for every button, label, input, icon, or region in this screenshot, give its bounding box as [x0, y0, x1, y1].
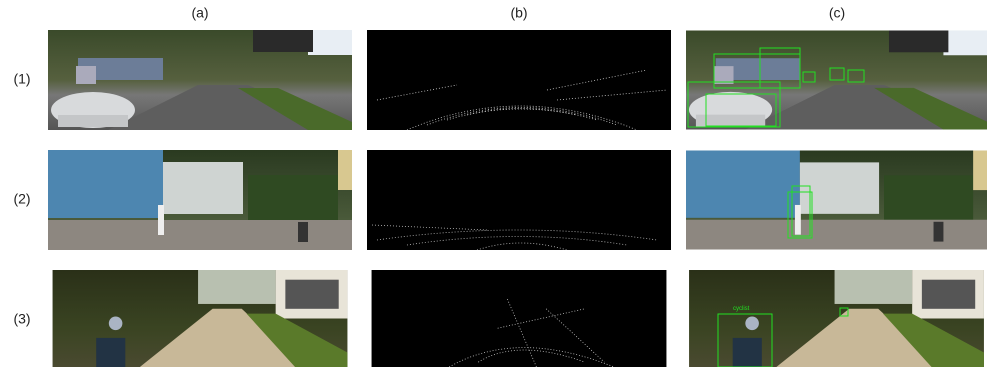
column-label: (a) — [191, 5, 208, 21]
row-label: (2) — [13, 191, 30, 207]
camera-image — [53, 270, 348, 367]
lidar-image — [367, 150, 671, 250]
row-label: (3) — [13, 311, 30, 327]
row-label: (1) — [13, 71, 30, 87]
column-label: (b) — [510, 5, 527, 21]
detection-image — [689, 270, 984, 367]
column-label: (c) — [829, 5, 845, 21]
camera-image — [48, 150, 352, 250]
figure: (a) (b) (c) (1) (2) (3) cyclist — [0, 0, 987, 367]
camera-image — [48, 30, 352, 130]
lidar-image — [372, 270, 667, 367]
detection-image — [686, 150, 987, 249]
box-label: cyclist — [733, 306, 750, 312]
lidar-image — [367, 30, 671, 130]
